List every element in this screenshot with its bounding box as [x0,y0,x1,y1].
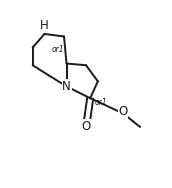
Text: O: O [119,105,128,118]
Text: or1: or1 [52,45,65,54]
Text: or1: or1 [94,98,107,107]
Text: H: H [40,19,49,32]
Text: O: O [81,120,91,133]
Polygon shape [41,27,48,34]
Text: N: N [62,80,71,93]
